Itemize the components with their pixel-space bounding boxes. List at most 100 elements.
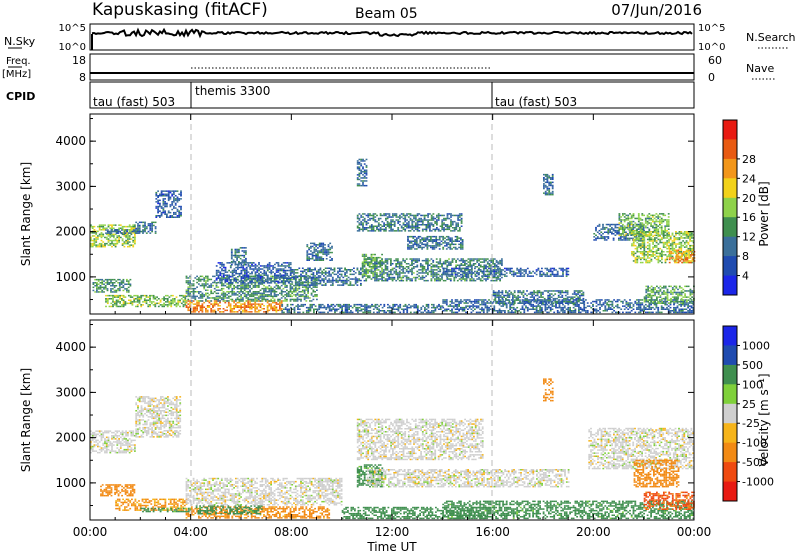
power-cell-15 (397, 266, 399, 268)
power-cell-14 (444, 237, 446, 239)
power-cell-13 (416, 213, 419, 215)
power-cell-13 (407, 213, 410, 215)
power-cell-15 (467, 276, 470, 279)
power-cell-4 (127, 283, 130, 285)
power-cell-1 (117, 230, 120, 233)
power-cell-7 (294, 300, 297, 302)
power-cell-12 (312, 278, 315, 280)
power-cell-17 (489, 273, 492, 276)
power-cell-8 (217, 269, 220, 272)
power-cell-15 (398, 266, 401, 268)
power-cell-15 (485, 266, 487, 268)
power-cell-15 (458, 266, 461, 268)
power-cell-7 (226, 294, 228, 296)
power-cell-5 (138, 299, 141, 301)
power-cell-18 (551, 308, 554, 310)
power-cell-8 (242, 274, 245, 276)
power-cell-15 (492, 258, 494, 260)
power-cell-18 (488, 299, 490, 301)
power-cell-18 (486, 302, 489, 304)
power-cell-2 (151, 226, 153, 228)
power-cell-17 (549, 275, 552, 277)
power-cell-15 (493, 273, 496, 276)
power-cell-8 (233, 271, 236, 273)
power-cell-7 (305, 286, 308, 288)
power-cell-6 (247, 300, 250, 302)
power-cell-13 (427, 219, 429, 221)
power-cell-11 (318, 244, 321, 246)
power-cell-13 (429, 228, 431, 231)
power-cell-6 (187, 308, 190, 310)
power-cell-13 (453, 220, 456, 223)
power-cell-9 (304, 303, 306, 306)
power-cell-7 (270, 287, 272, 290)
power-cell-17 (470, 275, 473, 277)
power-cell-9 (358, 306, 361, 309)
power-cell-5 (150, 302, 153, 305)
power-cell-15 (374, 278, 376, 280)
power-cell-6 (201, 308, 204, 310)
power-cell-7 (287, 275, 290, 278)
power-cell-13 (423, 216, 426, 218)
power-cell-15 (464, 275, 466, 277)
power-cell-15 (499, 270, 501, 273)
power-cell-11 (313, 250, 316, 252)
power-cell-13 (390, 227, 392, 229)
power-cell-13 (370, 228, 373, 231)
power-cell-13 (372, 227, 375, 229)
power-cell-8 (258, 262, 260, 264)
power-cell-18 (472, 305, 475, 307)
power-cell-17 (505, 275, 508, 277)
power-cell-8 (242, 268, 245, 270)
power-cell-5 (106, 302, 109, 305)
power-cell-9 (365, 303, 368, 306)
power-cell-12 (317, 269, 320, 271)
power-cell-10 (234, 256, 237, 258)
power-cell-13 (427, 216, 429, 218)
power-cell-8 (254, 268, 257, 270)
power-cell-7 (243, 283, 246, 285)
power-cell-9 (281, 311, 284, 314)
power-cell-0 (125, 242, 127, 245)
power-cell-7 (305, 295, 308, 298)
power-cell-10 (234, 251, 237, 254)
power-cell-15 (398, 261, 401, 263)
power-cell-7 (240, 287, 242, 290)
power-cell-12 (356, 281, 359, 283)
power-cell-7 (249, 289, 251, 291)
power-cell-17 (544, 275, 547, 277)
power-cell-18 (526, 308, 529, 310)
power-cell-7 (238, 292, 241, 295)
power-cell-18 (458, 305, 460, 307)
power-cell-4 (115, 289, 118, 292)
power-cell-10 (230, 250, 233, 252)
power-cell-7 (203, 295, 206, 298)
power-cell-15 (493, 263, 496, 265)
power-cell-13 (386, 222, 389, 224)
power-cell-0 (123, 241, 126, 243)
power-cell-15 (449, 278, 452, 280)
power-cell-7 (233, 287, 235, 290)
power-cell-18 (496, 311, 499, 314)
power-cell-18 (449, 303, 452, 306)
power-cell-9 (311, 303, 313, 306)
power-cell-15 (474, 263, 477, 265)
power-cell-13 (374, 220, 377, 223)
power-cell-7 (261, 297, 264, 299)
power-cell-8 (254, 266, 257, 269)
power-cell-12 (358, 279, 361, 282)
power-cell-15 (490, 266, 493, 268)
power-cell-15 (471, 259, 473, 262)
power-cell-13 (370, 214, 373, 217)
power-cell-12 (356, 284, 359, 286)
power-cell-7 (217, 300, 220, 302)
power-cell-16 (375, 273, 378, 276)
power-cell-12 (307, 278, 309, 280)
power-cell-17 (565, 269, 568, 271)
power-cell-15 (382, 273, 385, 276)
power-cell-17 (461, 270, 464, 273)
power-cell-13 (390, 220, 392, 223)
power-cell-11 (317, 250, 319, 252)
power-cell-6 (250, 308, 253, 310)
power-cell-9 (406, 310, 409, 312)
